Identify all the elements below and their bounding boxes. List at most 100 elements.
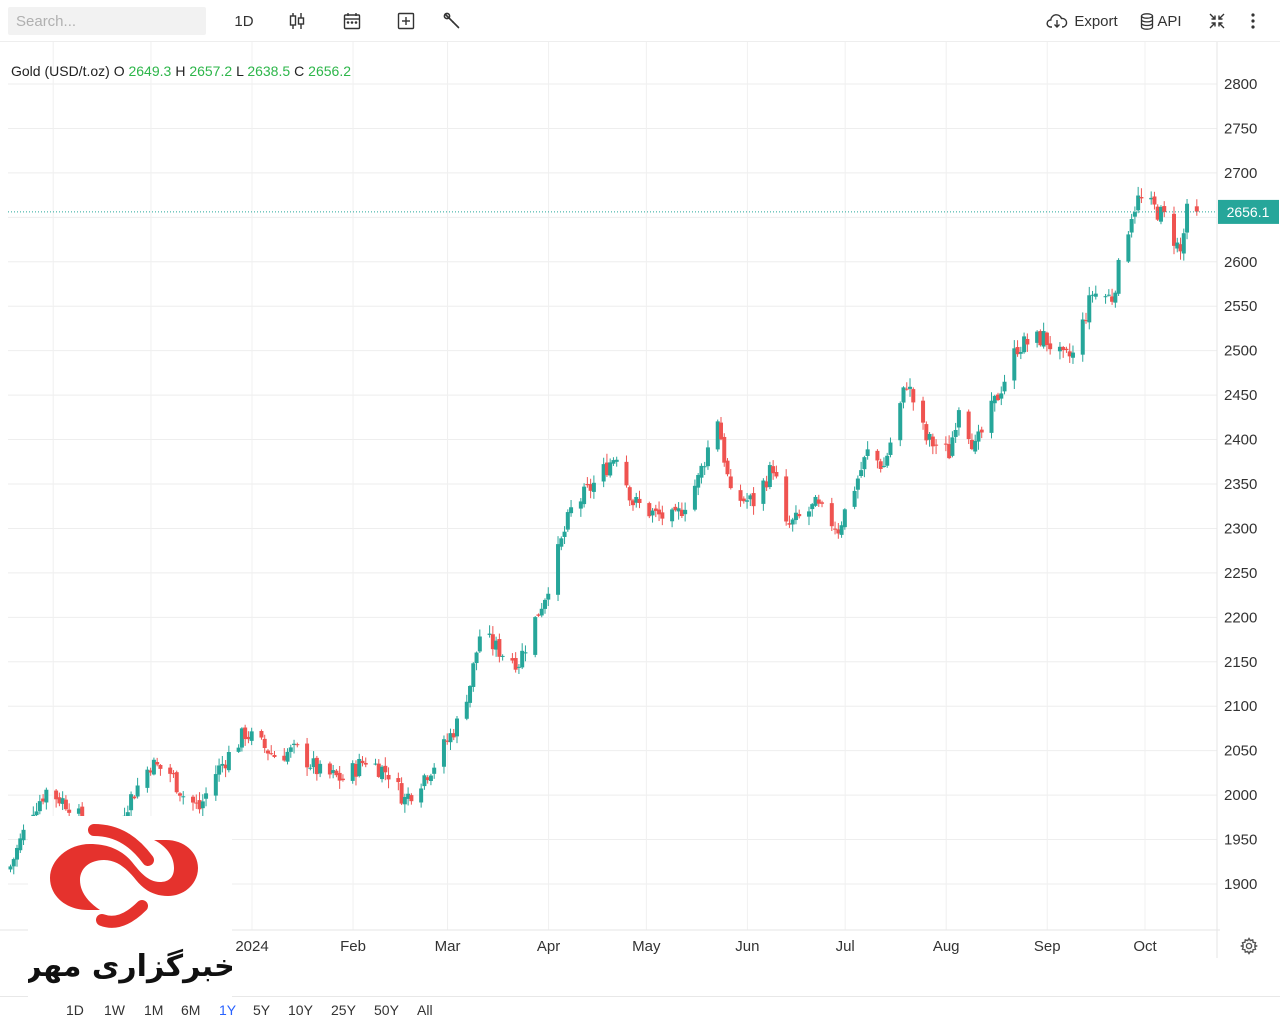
candle-body [8, 866, 13, 870]
candle [171, 770, 176, 778]
candle [836, 523, 841, 539]
candle [18, 833, 23, 853]
candle [1057, 342, 1062, 360]
range-button[interactable]: 10Y [288, 1002, 313, 1018]
candle [1172, 206, 1177, 255]
candle [614, 456, 619, 467]
date-range-button[interactable] [340, 8, 364, 34]
range-button[interactable]: 1D [66, 1002, 84, 1018]
candle [751, 487, 756, 515]
range-button[interactable]: 6M [181, 1002, 201, 1018]
search-input[interactable] [8, 7, 206, 35]
candle [1061, 345, 1066, 358]
y-tick-label: 2450 [1224, 387, 1257, 404]
candle-body [976, 431, 981, 442]
candle-body [702, 466, 707, 468]
candle [1126, 231, 1131, 263]
candle [839, 521, 844, 538]
candle-body [696, 475, 701, 488]
candle-body [836, 529, 841, 534]
candle [373, 758, 378, 766]
candle-body [699, 465, 704, 478]
range-button[interactable]: 25Y [331, 1002, 356, 1018]
candle [1084, 312, 1089, 324]
y-tick-label: 2200 [1224, 609, 1257, 626]
candle-body [542, 599, 547, 609]
candle-body [305, 743, 310, 768]
candle-body [441, 739, 446, 767]
candle-body [1015, 347, 1020, 355]
candle-body [21, 829, 26, 841]
candle-body [171, 773, 176, 775]
candle-body [767, 465, 772, 487]
candle-body [630, 500, 635, 506]
candle [158, 764, 163, 776]
candle [1158, 205, 1163, 225]
candle [1015, 340, 1020, 357]
candle-body [523, 652, 528, 654]
chart-settings-button[interactable] [1240, 937, 1258, 955]
range-button[interactable]: All [417, 1002, 433, 1018]
candle [262, 734, 267, 753]
candle-body [676, 508, 681, 512]
candle [591, 475, 596, 499]
candle [637, 490, 642, 509]
candle-body [249, 731, 254, 741]
candle [428, 773, 433, 786]
candle [272, 750, 277, 759]
y-tick-label: 2050 [1224, 743, 1257, 760]
candle-body [217, 765, 222, 775]
candle [487, 625, 492, 638]
x-tick-label: Jun [735, 938, 759, 955]
more-menu-button[interactable] [1244, 8, 1262, 34]
range-button[interactable]: 1W [104, 1002, 125, 1018]
fullscreen-button[interactable] [1206, 8, 1228, 34]
candle [396, 772, 401, 791]
candle-body [220, 763, 225, 766]
add-indicator-button[interactable] [394, 8, 418, 34]
candle [21, 824, 26, 845]
candle [292, 739, 297, 754]
candle [177, 792, 182, 802]
candle-body [624, 461, 629, 486]
candle-body [1126, 234, 1131, 262]
candle-body [751, 493, 756, 507]
y-tick-label: 2500 [1224, 343, 1257, 360]
candle-body [125, 812, 130, 818]
range-button[interactable]: 1M [144, 1002, 164, 1018]
candle [516, 664, 521, 674]
y-tick-label: 1900 [1224, 876, 1257, 893]
candle-body [1158, 206, 1163, 222]
y-tick-label: 1950 [1224, 832, 1257, 849]
candle [1185, 199, 1190, 240]
candle [699, 463, 704, 484]
drawing-tools-button[interactable] [440, 8, 464, 34]
export-button[interactable]: Export [1046, 8, 1118, 34]
range-button[interactable]: 50Y [374, 1002, 399, 1018]
range-button[interactable]: 1Y [219, 1002, 237, 1018]
candle [239, 727, 244, 752]
interval-selector[interactable]: 1D [232, 8, 256, 34]
candle-body [200, 801, 205, 809]
candle-body [608, 462, 613, 476]
legend-close-value: 2656.2 [308, 63, 351, 79]
candle [471, 662, 476, 692]
candle [992, 394, 997, 412]
candle [376, 759, 381, 778]
candle-body [513, 658, 518, 670]
candle-body [588, 484, 593, 491]
chart-type-button[interactable] [284, 8, 310, 34]
candle [1038, 329, 1043, 347]
candle [539, 603, 544, 618]
candle [1044, 331, 1049, 352]
last-price-line: 2656.1 [8, 199, 1279, 224]
range-button[interactable]: 5Y [253, 1002, 271, 1018]
candle [976, 424, 981, 450]
candle [285, 748, 290, 765]
api-button[interactable]: API [1138, 8, 1184, 34]
candle [670, 507, 675, 528]
candle [855, 475, 860, 499]
candle [608, 458, 613, 478]
candle-body [634, 497, 639, 503]
candle [859, 461, 864, 478]
